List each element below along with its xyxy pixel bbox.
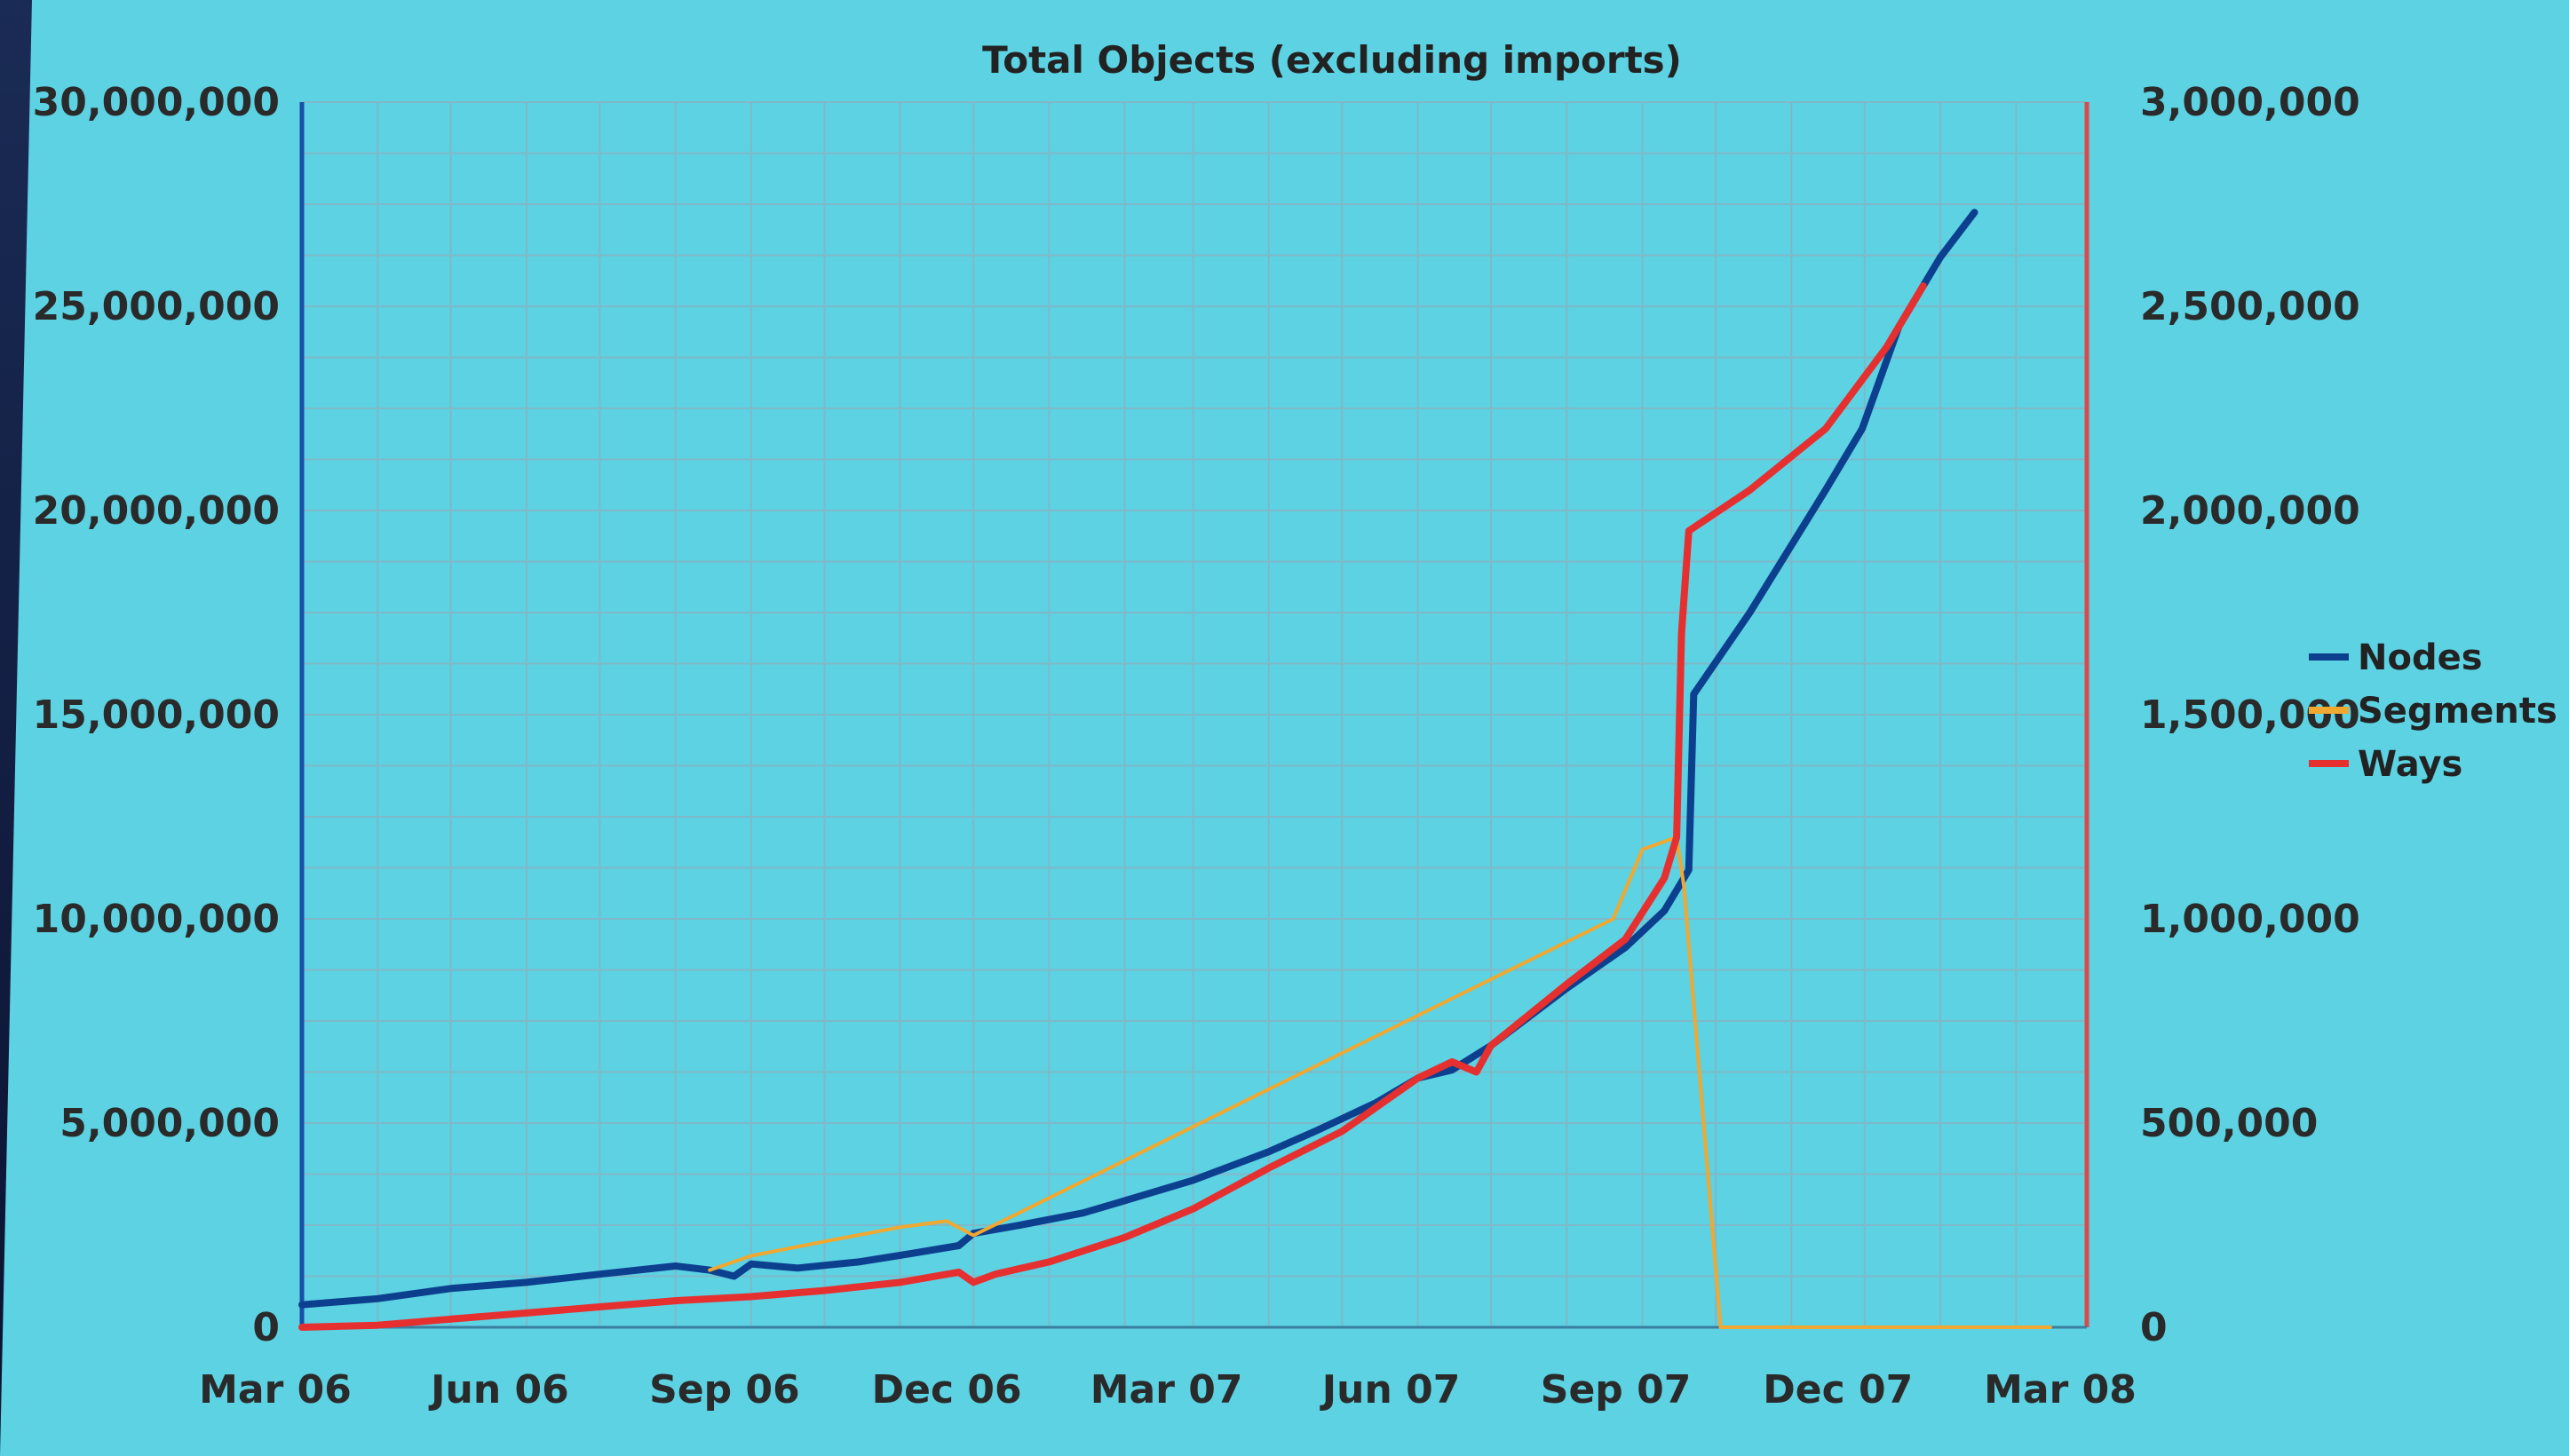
y-right-tick-label: 2,500,000 xyxy=(2140,284,2360,329)
y-left-tick-label: 5,000,000 xyxy=(59,1101,280,1146)
y-left-tick-label: 15,000,000 xyxy=(33,692,280,738)
legend-label-ways: Ways xyxy=(2358,744,2462,785)
y-left-tick-label: 0 xyxy=(252,1305,280,1350)
y-right-tick-label: 500,000 xyxy=(2140,1101,2318,1146)
x-tick-label: Mar 08 xyxy=(1984,1367,2137,1412)
series-line-nodes xyxy=(298,209,1978,1309)
y-left-tick-label: 25,000,000 xyxy=(33,284,280,329)
legend: Nodes Segments Ways xyxy=(2309,637,2557,785)
x-tick-label: Jun 06 xyxy=(428,1367,569,1412)
legend-label-segments: Segments xyxy=(2358,691,2557,732)
x-tick-label: Dec 07 xyxy=(1763,1367,1913,1412)
chart-title: Total Objects (excluding imports) xyxy=(982,38,1682,82)
series-line-ways xyxy=(298,282,1927,1331)
x-tick-label: Sep 07 xyxy=(1541,1367,1692,1412)
x-tick-label: Mar 07 xyxy=(1090,1367,1243,1412)
x-tick-label: Jun 07 xyxy=(1320,1367,1461,1412)
x-tick-label: Sep 06 xyxy=(649,1367,800,1412)
x-tick-label: Dec 06 xyxy=(872,1367,1022,1412)
y-left-tick-label: 10,000,000 xyxy=(33,897,280,942)
x-tick-label: Mar 06 xyxy=(199,1367,352,1412)
tick-labels: 0 5,000,000 10,000,000 15,000,000 20,000,000… xyxy=(33,80,2360,1412)
y-right-tick-label: 3,000,000 xyxy=(2140,80,2360,125)
series-line-segments xyxy=(708,835,2052,1329)
y-right-tick-label: 0 xyxy=(2140,1305,2168,1350)
gridlines xyxy=(301,101,2088,1328)
y-right-tick-label: 1,500,000 xyxy=(2140,692,2360,738)
y-right-tick-label: 2,000,000 xyxy=(2140,488,2360,534)
legend-label-nodes: Nodes xyxy=(2358,637,2483,678)
y-right-tick-label: 1,000,000 xyxy=(2140,897,2360,942)
y-left-tick-label: 20,000,000 xyxy=(33,488,280,534)
series-lines xyxy=(298,209,2052,1331)
y-left-tick-label: 30,000,000 xyxy=(33,80,280,125)
